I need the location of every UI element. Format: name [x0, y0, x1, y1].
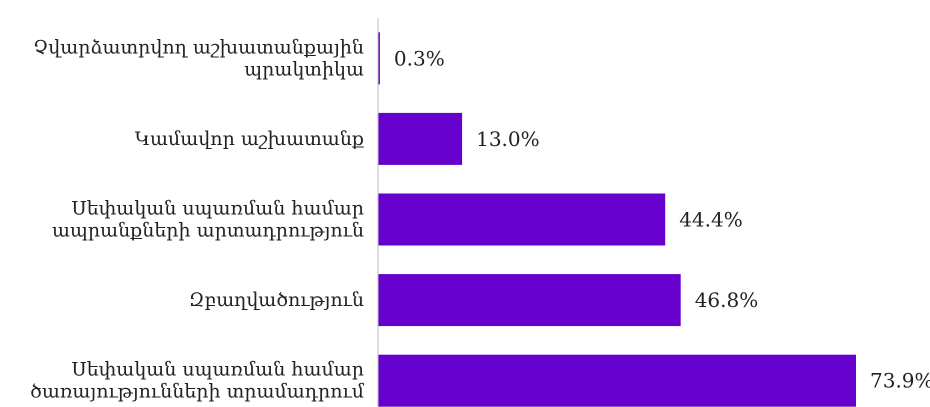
value-label-2: 44.4% [679, 208, 743, 232]
bar-1 [378, 112, 463, 165]
labels-layer: 0.3% Չվարձատրվող աշխատանքային պրակտիկա 13.0… [30, 36, 930, 402]
bar-3 [378, 274, 681, 327]
category-label-line: Սեփական սպառման համար [72, 198, 364, 220]
category-label-line: ծառայությունների տրամադրում [30, 381, 365, 403]
category-label-line: Չվարձատրվող աշխատանքային [33, 36, 364, 58]
bar-0 [378, 32, 380, 85]
value-label-1: 13.0% [476, 127, 540, 151]
category-label-0: Չվարձատրվող աշխատանքային պրակտիկա [33, 36, 364, 80]
value-label-4: 73.9% [870, 369, 930, 393]
bar-2 [378, 193, 666, 246]
category-label-1: Կամավոր աշխատանք [135, 128, 364, 150]
category-label-line: Կամավոր աշխատանք [135, 128, 364, 150]
category-label-line: Սեփական սպառման համար [72, 359, 364, 381]
category-label-2: Սեփական սպառման համար ապրանքների արտադրու… [52, 198, 364, 242]
category-label-line: ապրանքների արտադրություն [52, 220, 364, 242]
category-label-line: պրակտիկա [244, 58, 364, 80]
category-label-3: Զբաղվածություն [189, 289, 364, 311]
bars-layer [378, 32, 856, 407]
category-label-4: Սեփական սպառման համար ծառայությունների տր… [30, 359, 365, 403]
bar-4 [378, 354, 856, 407]
value-label-3: 46.8% [695, 288, 759, 312]
value-label-0: 0.3% [394, 46, 445, 70]
category-label-line: Զբաղվածություն [189, 289, 364, 311]
